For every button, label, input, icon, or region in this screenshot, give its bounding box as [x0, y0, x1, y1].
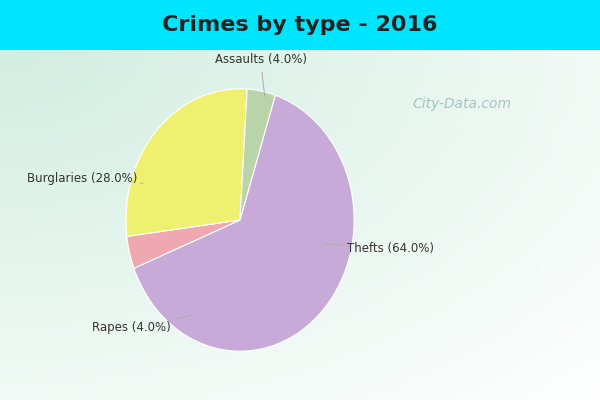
Wedge shape: [134, 95, 354, 351]
Text: Thefts (64.0%): Thefts (64.0%): [325, 242, 434, 255]
Wedge shape: [126, 89, 247, 236]
Text: Burglaries (28.0%): Burglaries (28.0%): [28, 172, 143, 184]
Wedge shape: [240, 89, 275, 220]
Text: Crimes by type - 2016: Crimes by type - 2016: [162, 15, 438, 35]
Text: Rapes (4.0%): Rapes (4.0%): [92, 315, 194, 334]
Text: City-Data.com: City-Data.com: [413, 97, 511, 111]
Text: Assaults (4.0%): Assaults (4.0%): [215, 54, 307, 96]
Wedge shape: [127, 220, 240, 268]
